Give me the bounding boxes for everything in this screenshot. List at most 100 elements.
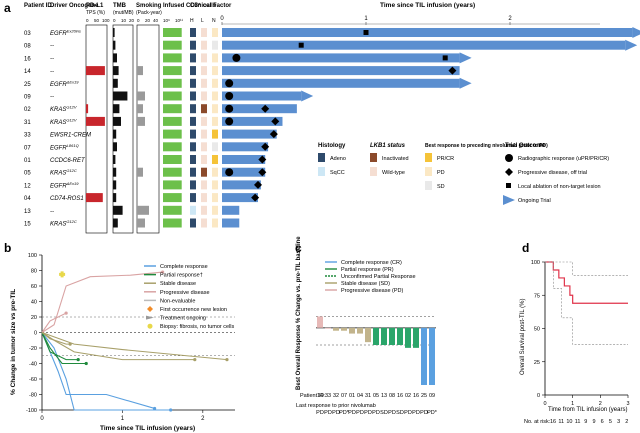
header-time: Time since TIL infusion (years) <box>380 2 475 9</box>
histology-cell <box>190 28 196 37</box>
d-x-tick-label: 3 <box>626 401 629 407</box>
panel-c-ylabel: Best Overall Response % Change vs. pre-T… <box>296 236 302 390</box>
patient-id: 01 <box>24 158 31 164</box>
panel-a: Patient ID Driver Oncogene PD-L1 TPS (%)… <box>24 2 640 234</box>
c-bar <box>357 327 363 334</box>
best-response-cell <box>212 193 218 203</box>
infused-bar <box>163 180 182 190</box>
oncogene-label: EGFRΔEx19 <box>50 181 79 190</box>
lkb1-cell <box>201 193 207 203</box>
b-legend-label: First occurrence new lesion <box>160 307 227 313</box>
response-marker <box>225 92 234 100</box>
header-tmb-sub: (mut/MB) <box>113 10 134 16</box>
legend-response-marker <box>505 154 513 162</box>
b-y-tick-label: -100 <box>26 408 37 414</box>
histology-cell <box>190 40 196 50</box>
legend-pd: PD <box>437 170 445 176</box>
ongoing-arrow <box>301 90 314 102</box>
legend-histology-title: Histology <box>318 143 346 149</box>
header-clinical: Clinical Factor <box>190 3 232 9</box>
panel-label-b: b <box>4 241 11 255</box>
b-series-line <box>41 332 71 345</box>
legend-adeno: Adeno <box>330 156 346 162</box>
survival-bar <box>222 78 460 88</box>
panel-d: Overall Survival post-TIL (%) Time from … <box>520 260 630 425</box>
best-response-cell <box>212 40 218 50</box>
c-legend-label: Unconfirmed Partial Response <box>341 274 416 280</box>
best-response-cell <box>212 155 218 164</box>
pdl1-column-box <box>85 24 108 234</box>
c-prior-response: PD <box>420 410 428 416</box>
c-patient-id: 09 <box>429 393 435 399</box>
infused-bar <box>163 205 182 215</box>
b-legend-label: Complete response <box>160 264 208 270</box>
survival-bar <box>222 66 460 76</box>
panel-c-legend: Complete response (CR)Partial response (… <box>325 260 416 294</box>
infused-bar <box>163 142 182 152</box>
patient-id: 05 <box>24 171 31 177</box>
infused-bar <box>163 40 182 50</box>
oncogene-superscript: Ex20ins <box>67 29 81 34</box>
b-y-tick-label: 100 <box>28 253 37 259</box>
tmb-column-box <box>112 24 134 234</box>
b-series-end <box>169 408 173 412</box>
ongoing-arrow <box>625 39 638 51</box>
smoking-tick: 40 <box>153 18 159 23</box>
best-response-cell <box>212 116 218 126</box>
survival-bar <box>222 28 633 37</box>
patient-id: 14 <box>24 69 31 75</box>
patient-id: 09 <box>24 95 31 101</box>
b-series-end <box>193 358 197 362</box>
c-bar <box>373 327 379 345</box>
lkb1-cell <box>201 40 207 50</box>
d-ci-lower <box>545 261 628 345</box>
oncogene-superscript: G12C <box>66 219 77 224</box>
infused-bar <box>163 53 182 63</box>
tmb-bar <box>113 40 116 50</box>
patient-id: 33 <box>24 133 31 139</box>
legend-inactivated-swatch <box>370 153 377 162</box>
legend-sd: SD <box>437 184 445 190</box>
oncogene-superscript: G12C <box>66 168 77 173</box>
b-legend-marker <box>147 306 153 312</box>
panel-b-ylabel: % Change in tumor size vs pre-TIL <box>10 289 17 395</box>
b-y-tick-label: 80 <box>31 269 37 275</box>
patient-id: 16 <box>24 56 31 62</box>
panel-b: % Change in tumor size vs pre-TIL Time s… <box>10 253 235 432</box>
legend-pd-swatch <box>425 167 432 176</box>
tmb-bar <box>113 104 120 114</box>
legend-ongoing-marker <box>503 195 515 205</box>
progression-marker <box>258 168 267 177</box>
oncogene-label: EGFREx20ins <box>50 29 81 38</box>
histology-cell <box>190 218 196 228</box>
patient-id: 13 <box>24 209 31 215</box>
b-legend-label: Treatment ongoing <box>160 316 206 322</box>
legend-bor-title: Best response to preceding nivolumab (pr… <box>425 143 548 149</box>
patient-id: 03 <box>24 31 31 37</box>
header-smoking-sub: (Pack-year) <box>136 10 162 16</box>
oncogene-label: CD74-ROS1 <box>50 196 84 202</box>
best-response-cell <box>212 66 218 76</box>
infused-tick: 10⁹ <box>163 18 170 23</box>
best-response-cell <box>212 53 218 63</box>
histology-cell <box>190 91 196 101</box>
survival-bar <box>222 91 302 101</box>
lkb1-cell <box>201 91 207 101</box>
b-x-tick-label: 1 <box>121 416 125 422</box>
best-response-cell <box>212 180 218 190</box>
oncogene-label: KRASG12V <box>50 117 77 126</box>
c-bar <box>365 327 371 343</box>
tmb-bar <box>113 205 123 215</box>
d-at-risk-count: 3 <box>617 419 620 425</box>
legend-outcome-ongoing: Ongoing Trial <box>518 198 551 204</box>
best-response-cell <box>212 167 218 177</box>
c-bar <box>397 327 403 345</box>
patient-id: 02 <box>24 107 31 113</box>
c-bar <box>317 316 323 328</box>
infused-bar <box>163 218 182 228</box>
infused-bar <box>163 28 182 37</box>
header-infused: Infused CD3⁺ cells <box>163 2 217 9</box>
histology-cell <box>190 167 196 177</box>
c-prior-response: PD <box>372 410 380 416</box>
smoking-column-box <box>136 24 160 234</box>
